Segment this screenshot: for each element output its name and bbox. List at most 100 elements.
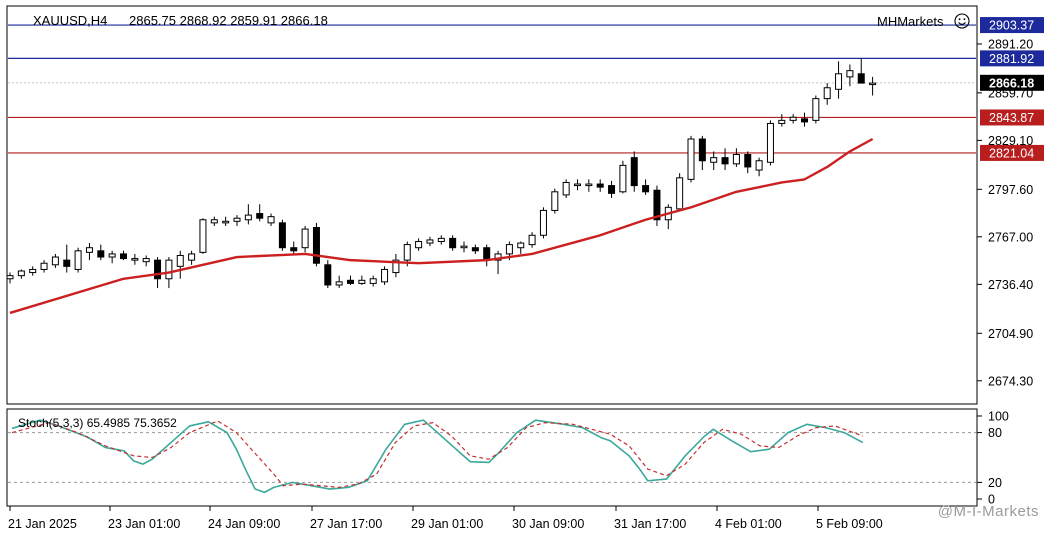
candle <box>267 213 275 226</box>
candle <box>74 247 82 273</box>
candle <box>51 253 59 268</box>
price-tick-label: 2829.10 <box>988 134 1033 148</box>
candle-body-bull <box>687 138 695 180</box>
candle <box>517 241 525 254</box>
candle-body-bull <box>131 258 139 261</box>
candle <box>710 151 718 171</box>
candle-body-bull <box>517 242 525 249</box>
candle <box>494 250 502 275</box>
candle <box>392 253 400 278</box>
candle <box>222 216 230 226</box>
candle-body-bear <box>744 154 752 168</box>
price-axis: 2903.37 2881.92 2866.18 2843.87 2821.04 2891.… <box>977 17 1044 388</box>
candle <box>415 238 423 251</box>
candle <box>744 151 752 174</box>
candle-body-bull <box>676 177 684 210</box>
candle <box>369 275 377 287</box>
main-chart-frame <box>6 5 978 405</box>
price-label-text: 2866.18 <box>989 76 1034 90</box>
candle-body-bull <box>381 268 389 283</box>
candle-body-bear <box>642 185 650 193</box>
price-tick-label: 2891.20 <box>988 37 1033 51</box>
candle-body-bull <box>812 98 820 121</box>
candle <box>278 219 286 251</box>
candle <box>460 241 468 253</box>
candle <box>471 244 479 254</box>
candle <box>698 135 706 171</box>
candle <box>766 120 774 166</box>
candle <box>312 222 320 267</box>
stoch-tick-label: 100 <box>988 410 1009 424</box>
candle-body-bull <box>505 244 513 255</box>
candle <box>608 180 616 199</box>
ohlc-values: 2865.75 2868.92 2859.91 2866.18 <box>129 13 328 28</box>
candle <box>732 148 740 167</box>
time-tick-label: 23 Jan 01:00 <box>108 517 180 531</box>
candle <box>664 204 672 230</box>
broker-logo: MHMarkets <box>877 14 944 29</box>
stoch-tick-label: 20 <box>988 476 1002 490</box>
candle-body-bull <box>551 191 559 211</box>
candle <box>131 253 139 265</box>
candle-body-bull <box>85 247 93 253</box>
candle <box>120 250 127 261</box>
candle-body-bull <box>426 239 434 244</box>
candle-body-bear <box>154 259 162 280</box>
candle <box>778 114 786 127</box>
candle-body-bull <box>528 234 536 246</box>
price-label-bg <box>980 74 1044 91</box>
stochastic-panel: 100 80 20 0 <box>8 410 1009 507</box>
candle-body-bull <box>823 87 831 100</box>
candle-body-bear <box>324 264 332 286</box>
candle <box>574 179 581 191</box>
candle-body-bear <box>256 213 264 219</box>
price-label-text: 2843.87 <box>989 111 1034 125</box>
time-axis: 21 Jan 2025 23 Jan 01:00 24 Jan 09:00 27 Ja… <box>8 506 883 531</box>
candle <box>812 95 820 124</box>
candle <box>846 64 854 87</box>
main-chart <box>6 24 976 315</box>
candle-body-bull <box>233 217 241 222</box>
candle <box>210 216 218 226</box>
price-label-bg <box>980 17 1044 34</box>
stoch-legend: Stoch(5,3,3) 65.4985 75.3652 <box>18 416 177 430</box>
candle <box>437 235 445 245</box>
candle-body-bull <box>835 73 843 90</box>
candle <box>857 58 865 84</box>
candle <box>539 207 547 239</box>
candle <box>6 272 14 284</box>
candle <box>17 269 25 279</box>
candle-body-bull <box>244 214 252 221</box>
stoch-tick-label: 0 <box>988 493 995 507</box>
candle <box>426 236 434 247</box>
time-tick-label: 30 Jan 09:00 <box>512 517 584 531</box>
candle <box>176 250 184 279</box>
candle <box>29 266 37 276</box>
candle <box>256 204 264 222</box>
candle <box>142 255 150 267</box>
candle-body-bull <box>574 183 581 187</box>
candle-body-bear <box>290 247 298 252</box>
candle-body-bear <box>278 222 286 249</box>
stoch-tick-label: 80 <box>988 426 1002 440</box>
candle-body-bull <box>585 183 593 187</box>
candle-body-bull <box>51 256 59 266</box>
candle-body-bull <box>766 122 774 163</box>
candle <box>324 260 332 289</box>
candle <box>642 179 650 195</box>
time-tick-label: 29 Jan 01:00 <box>411 517 483 531</box>
price-tick-label: 2859.70 <box>988 86 1033 100</box>
candle-body-bull <box>6 275 14 280</box>
candle-body-bull <box>142 258 150 263</box>
stoch-main-line <box>11 419 864 494</box>
candle-body-bear <box>471 247 479 252</box>
candle-body-bull <box>17 270 25 277</box>
candle-body-bull <box>415 240 423 249</box>
candle-body-bull <box>539 209 547 236</box>
candle-body-bull <box>176 254 184 267</box>
symbol-timeframe: XAUUSD,H4 <box>33 13 107 28</box>
candle-body-bull <box>335 281 343 286</box>
candle <box>835 61 843 99</box>
price-label-red: 2821.04 <box>980 144 1044 161</box>
